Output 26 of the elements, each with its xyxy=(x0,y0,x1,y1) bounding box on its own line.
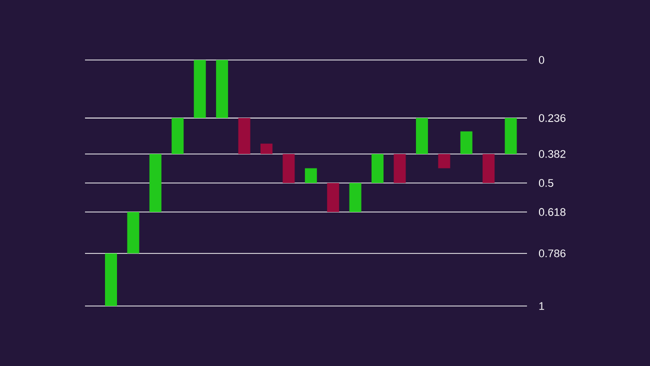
y-tick-label: 1 xyxy=(539,302,544,310)
bar xyxy=(105,253,117,306)
bar xyxy=(504,118,517,154)
bar xyxy=(349,183,362,212)
y-tick-label: 0.382 xyxy=(538,150,566,158)
bar xyxy=(149,154,162,212)
bar xyxy=(282,154,295,183)
y-tick-label: 0.5 xyxy=(538,179,554,187)
bar xyxy=(194,60,206,118)
bar xyxy=(438,154,450,168)
bar xyxy=(460,131,472,154)
bar xyxy=(172,118,184,154)
y-tick-label: 0.236 xyxy=(538,114,566,122)
bar xyxy=(372,154,384,183)
bar xyxy=(238,118,250,154)
bar xyxy=(304,168,317,183)
y-tick-label: 0 xyxy=(538,56,544,64)
bar xyxy=(216,60,228,118)
bar xyxy=(394,154,406,183)
y-tick-label: 0.618 xyxy=(538,208,566,216)
bar xyxy=(127,212,140,254)
bar xyxy=(260,144,272,154)
bar xyxy=(416,118,428,154)
bar xyxy=(327,183,340,212)
y-tick-label: 0.786 xyxy=(538,249,566,258)
bar xyxy=(482,154,495,183)
